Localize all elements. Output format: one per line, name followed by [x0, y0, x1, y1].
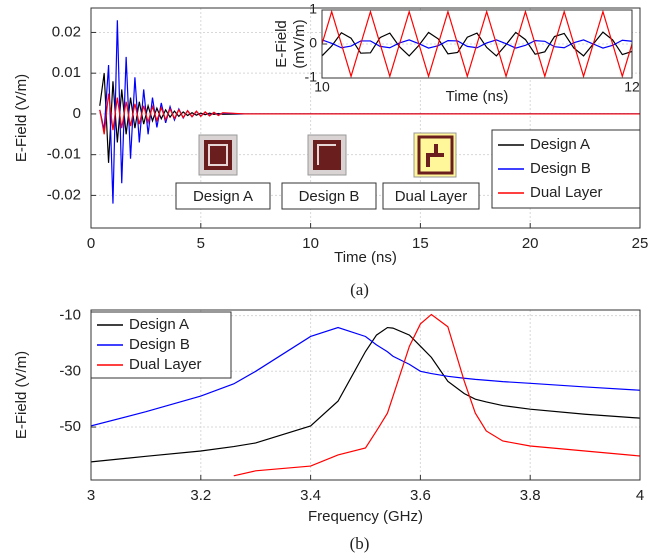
x-axis-label: Time (ns)	[334, 249, 397, 266]
y-axis-label: E-Field (V/m)	[13, 74, 30, 162]
series-line	[91, 326, 640, 463]
series-line	[322, 31, 632, 57]
x-tick-label: 3	[87, 487, 95, 504]
x-tick-label: 15	[412, 235, 429, 252]
x-tick-label: 4	[636, 487, 644, 504]
y-axis-label: (mV/m)	[291, 19, 308, 68]
annotation-box	[175, 182, 271, 210]
annotation-box	[382, 182, 480, 210]
x-tick-label: 3.4	[300, 487, 321, 504]
caption: (a)	[350, 280, 369, 299]
axes-box	[321, 9, 633, 79]
x-tick-label: 3.2	[190, 487, 211, 504]
axes-box	[90, 309, 641, 481]
annotation-box	[281, 182, 377, 210]
y-tick-label: -0.02	[47, 186, 81, 203]
y-tick-label: 0.02	[52, 23, 81, 40]
caption: (b)	[350, 534, 370, 553]
series-lines	[91, 313, 640, 477]
y-tick-label: -50	[59, 418, 81, 435]
chart: 3 3.2 3.4 3.6 3.8 4 -50 -30 -10 Frequency (GHz) E-…	[13, 307, 644, 553]
y-tick-label: -0.01	[47, 146, 81, 163]
series-line	[233, 313, 640, 477]
y-tick-label: -1	[305, 69, 318, 85]
icon-slot	[208, 144, 228, 166]
series-lines	[99, 20, 640, 204]
legend: Design A Design B Dual Layer	[491, 129, 641, 209]
design-icons: Design A Design B Dual Layer	[175, 132, 480, 210]
x-tick-label: 10	[314, 79, 330, 95]
legend-label: Design B	[530, 160, 591, 177]
legend-label: Design A	[530, 136, 590, 153]
icon-frame	[417, 135, 454, 175]
series-line	[322, 39, 632, 49]
legend: Design A Design B Dual Layer	[90, 311, 232, 379]
y-tick-label: 0	[73, 105, 81, 122]
icon-inner	[212, 148, 224, 162]
annotation: Dual Layer	[395, 188, 468, 205]
x-tick-label: 10	[302, 235, 319, 252]
x-tick-label: 3.8	[520, 487, 541, 504]
y-axis-label: E-Field (V/m)	[13, 351, 30, 439]
y-tick-label: 0.01	[52, 64, 81, 81]
y-tick-label: -10	[59, 307, 81, 324]
x-tick-label: 5	[197, 235, 205, 252]
series-lines	[322, 10, 632, 78]
series-line	[99, 73, 640, 163]
legend-label: Dual Layer	[129, 356, 202, 373]
x-axis-label: Frequency (GHz)	[308, 508, 423, 525]
x-axis-label: Time (ns)	[446, 88, 509, 105]
annotation: Design A	[193, 188, 253, 205]
icon-slot	[317, 144, 336, 165]
legend-label: Design B	[129, 336, 190, 353]
y-tick-label: 0	[309, 35, 317, 51]
chart: 10 12 -1 0 1 Time (ns) E-Field (mV/m)	[273, 1, 640, 105]
series-line	[322, 10, 632, 78]
legend-label: Dual Layer	[530, 184, 603, 201]
axes-box	[90, 7, 641, 229]
icon-strip	[426, 144, 444, 167]
legend-label: Design A	[129, 316, 189, 333]
y-tick-label: -30	[59, 362, 81, 379]
x-tick-label: 0	[87, 235, 95, 252]
y-axis-label: E-Field	[273, 20, 290, 68]
x-tick-label: 12	[624, 79, 640, 95]
series-line	[91, 326, 640, 427]
annotation: Design B	[299, 188, 360, 205]
series-line	[99, 93, 640, 135]
x-tick-label: 20	[522, 235, 539, 252]
x-tick-label: 3.6	[410, 487, 431, 504]
y-tick-label: 1	[309, 1, 317, 17]
x-tick-label: 25	[632, 235, 649, 252]
